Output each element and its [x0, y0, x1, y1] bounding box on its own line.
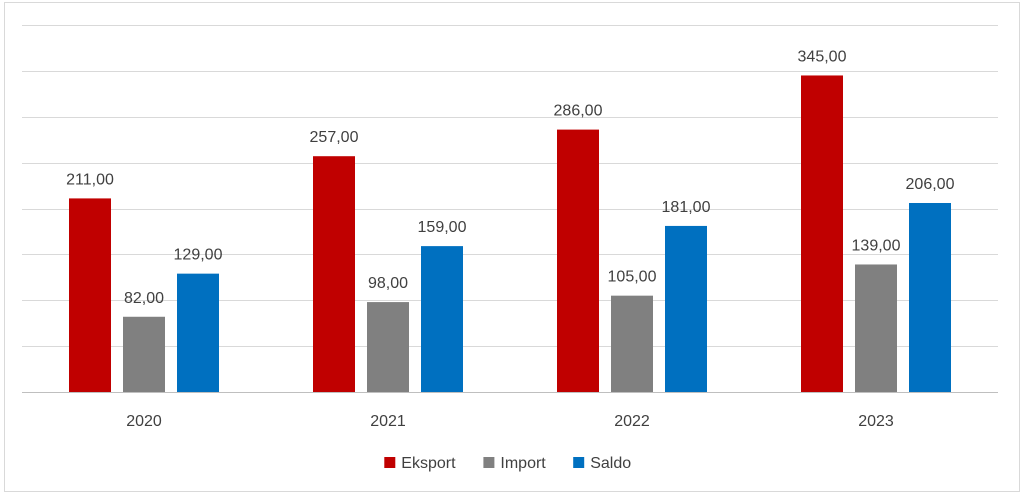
data-label-saldo-2023: 206,00 [906, 176, 955, 193]
legend-label-saldo: Saldo [590, 455, 631, 472]
data-labels: 211,00 82,00 129,00 257,00 98,00 159,00 286,00… [66, 48, 954, 306]
x-tick-label-2020: 2020 [126, 413, 162, 430]
data-label-import-2022: 105,00 [608, 269, 657, 286]
bars [69, 75, 951, 393]
data-label-eksport-2022: 286,00 [554, 103, 603, 120]
legend-label-import: Import [500, 455, 546, 472]
chart-frame [4, 2, 1020, 492]
data-label-import-2021: 98,00 [368, 275, 408, 292]
legend: Eksport Import Saldo [384, 455, 631, 472]
bar-import-2021 [367, 302, 409, 392]
legend-swatch-eksport [384, 457, 396, 468]
bar-import-2022 [611, 295, 653, 392]
bar-import-2020 [123, 316, 165, 392]
bar-eksport-2020 [69, 198, 111, 392]
data-label-saldo-2022: 181,00 [662, 199, 711, 216]
bar-saldo-2021 [421, 246, 463, 392]
data-label-eksport-2021: 257,00 [310, 129, 359, 146]
bar-saldo-2023 [909, 202, 951, 392]
x-tick-label-2022: 2022 [614, 413, 650, 430]
bar-eksport-2022 [557, 129, 599, 392]
x-tick-label-2021: 2021 [370, 413, 406, 430]
data-label-eksport-2023: 345,00 [798, 48, 847, 65]
data-label-import-2023: 139,00 [852, 237, 901, 254]
x-tick-label-2023: 2023 [858, 413, 894, 430]
gridlines [22, 25, 998, 347]
legend-label-eksport: Eksport [401, 455, 456, 472]
data-label-eksport-2020: 211,00 [66, 171, 114, 188]
legend-swatch-saldo [573, 457, 585, 468]
data-label-saldo-2020: 129,00 [174, 247, 223, 264]
bar-import-2023 [855, 264, 897, 392]
data-label-saldo-2021: 159,00 [418, 219, 467, 236]
bar-eksport-2021 [313, 156, 355, 392]
data-label-import-2020: 82,00 [124, 290, 164, 307]
bar-saldo-2020 [177, 273, 219, 392]
bar-saldo-2022 [665, 225, 707, 392]
bar-eksport-2023 [801, 75, 843, 393]
legend-swatch-import [483, 457, 495, 468]
